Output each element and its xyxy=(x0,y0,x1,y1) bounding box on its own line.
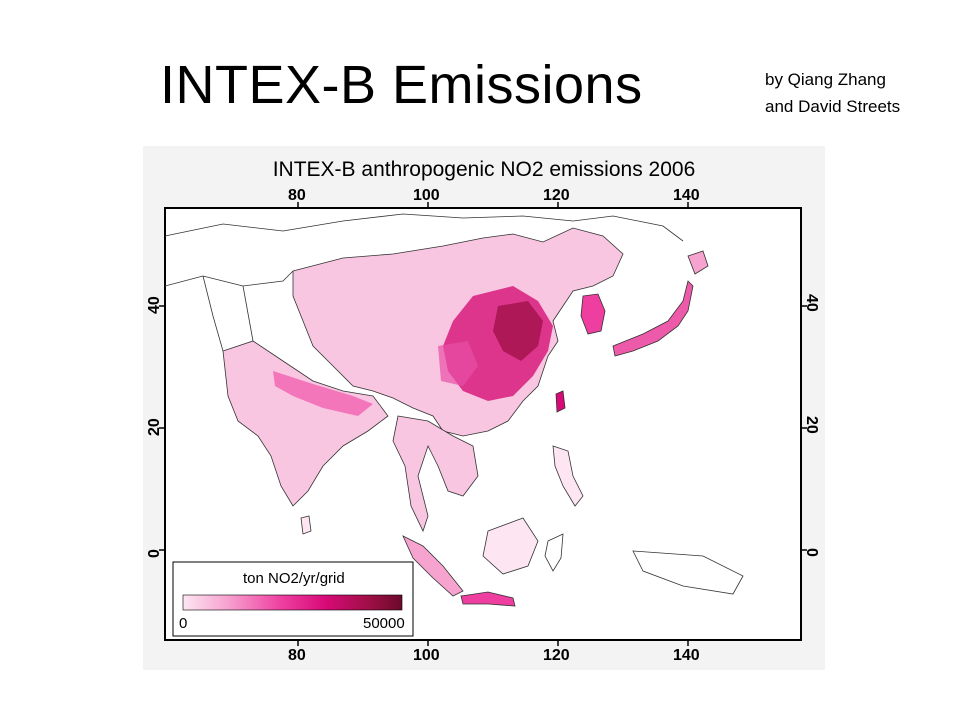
slide-title: INTEX-B Emissions xyxy=(160,55,643,115)
new-guinea xyxy=(632,550,744,595)
byline: by Qiang Zhang and David Streets xyxy=(765,66,900,120)
sulawesi xyxy=(544,533,564,572)
colorbar-max-label: 50000 xyxy=(363,615,405,632)
northern-borders xyxy=(165,213,684,242)
lon-label-bottom-140: 140 xyxy=(673,647,700,664)
lat-label-left-40: 40 xyxy=(146,296,163,314)
colorbar-ramp xyxy=(182,594,403,611)
north-china-hotspot xyxy=(493,301,543,361)
colorbar-min-label: 0 xyxy=(179,615,187,632)
taiwan-region xyxy=(555,390,566,413)
colorbar-legend: ton NO2/yr/grid 0 50000 xyxy=(172,561,414,637)
byline-author-1: by Qiang Zhang xyxy=(765,70,886,89)
lon-label-bottom-80: 80 xyxy=(288,647,306,664)
japan-region xyxy=(612,280,694,357)
lat-label-right-40: 40 xyxy=(803,294,820,312)
sri-lanka xyxy=(300,515,312,535)
indochina-region xyxy=(392,415,479,533)
borneo xyxy=(482,517,539,575)
java xyxy=(460,591,516,607)
top-lon-ticks xyxy=(297,202,689,646)
byline-author-2: and David Streets xyxy=(765,97,901,116)
lon-label-top-100: 100 xyxy=(413,187,440,204)
lat-label-left-0: 0 xyxy=(146,549,163,558)
lat-label-left-20: 20 xyxy=(146,418,163,436)
colorbar-label: ton NO2/yr/grid xyxy=(243,570,345,587)
lon-label-bottom-120: 120 xyxy=(543,647,570,664)
map-canvas: 80 100 120 140 80 100 120 140 40 20 0 40… xyxy=(146,187,820,664)
emissions-map-figure: 80 100 120 140 80 100 120 140 40 20 0 40… xyxy=(143,146,825,670)
central-asia-borders xyxy=(165,270,294,352)
lon-label-bottom-100: 100 xyxy=(413,647,440,664)
lat-label-right-20: 20 xyxy=(803,416,820,434)
india-region xyxy=(222,340,389,507)
sichuan-hotspot xyxy=(438,341,478,386)
philippines xyxy=(552,445,584,507)
gangetic-hotspot xyxy=(273,371,373,416)
landmass-layer xyxy=(165,213,744,607)
lat-label-right-0: 0 xyxy=(803,548,820,557)
hokkaido-region xyxy=(687,250,709,275)
lon-label-top-140: 140 xyxy=(673,187,700,204)
lon-label-top-120: 120 xyxy=(543,187,570,204)
sumatra xyxy=(402,535,464,597)
lon-label-top-80: 80 xyxy=(288,187,306,204)
map-title: INTEX-B anthropogenic NO2 emissions 2006 xyxy=(272,158,696,181)
korea-region xyxy=(580,293,606,335)
lat-ticks xyxy=(159,305,807,551)
